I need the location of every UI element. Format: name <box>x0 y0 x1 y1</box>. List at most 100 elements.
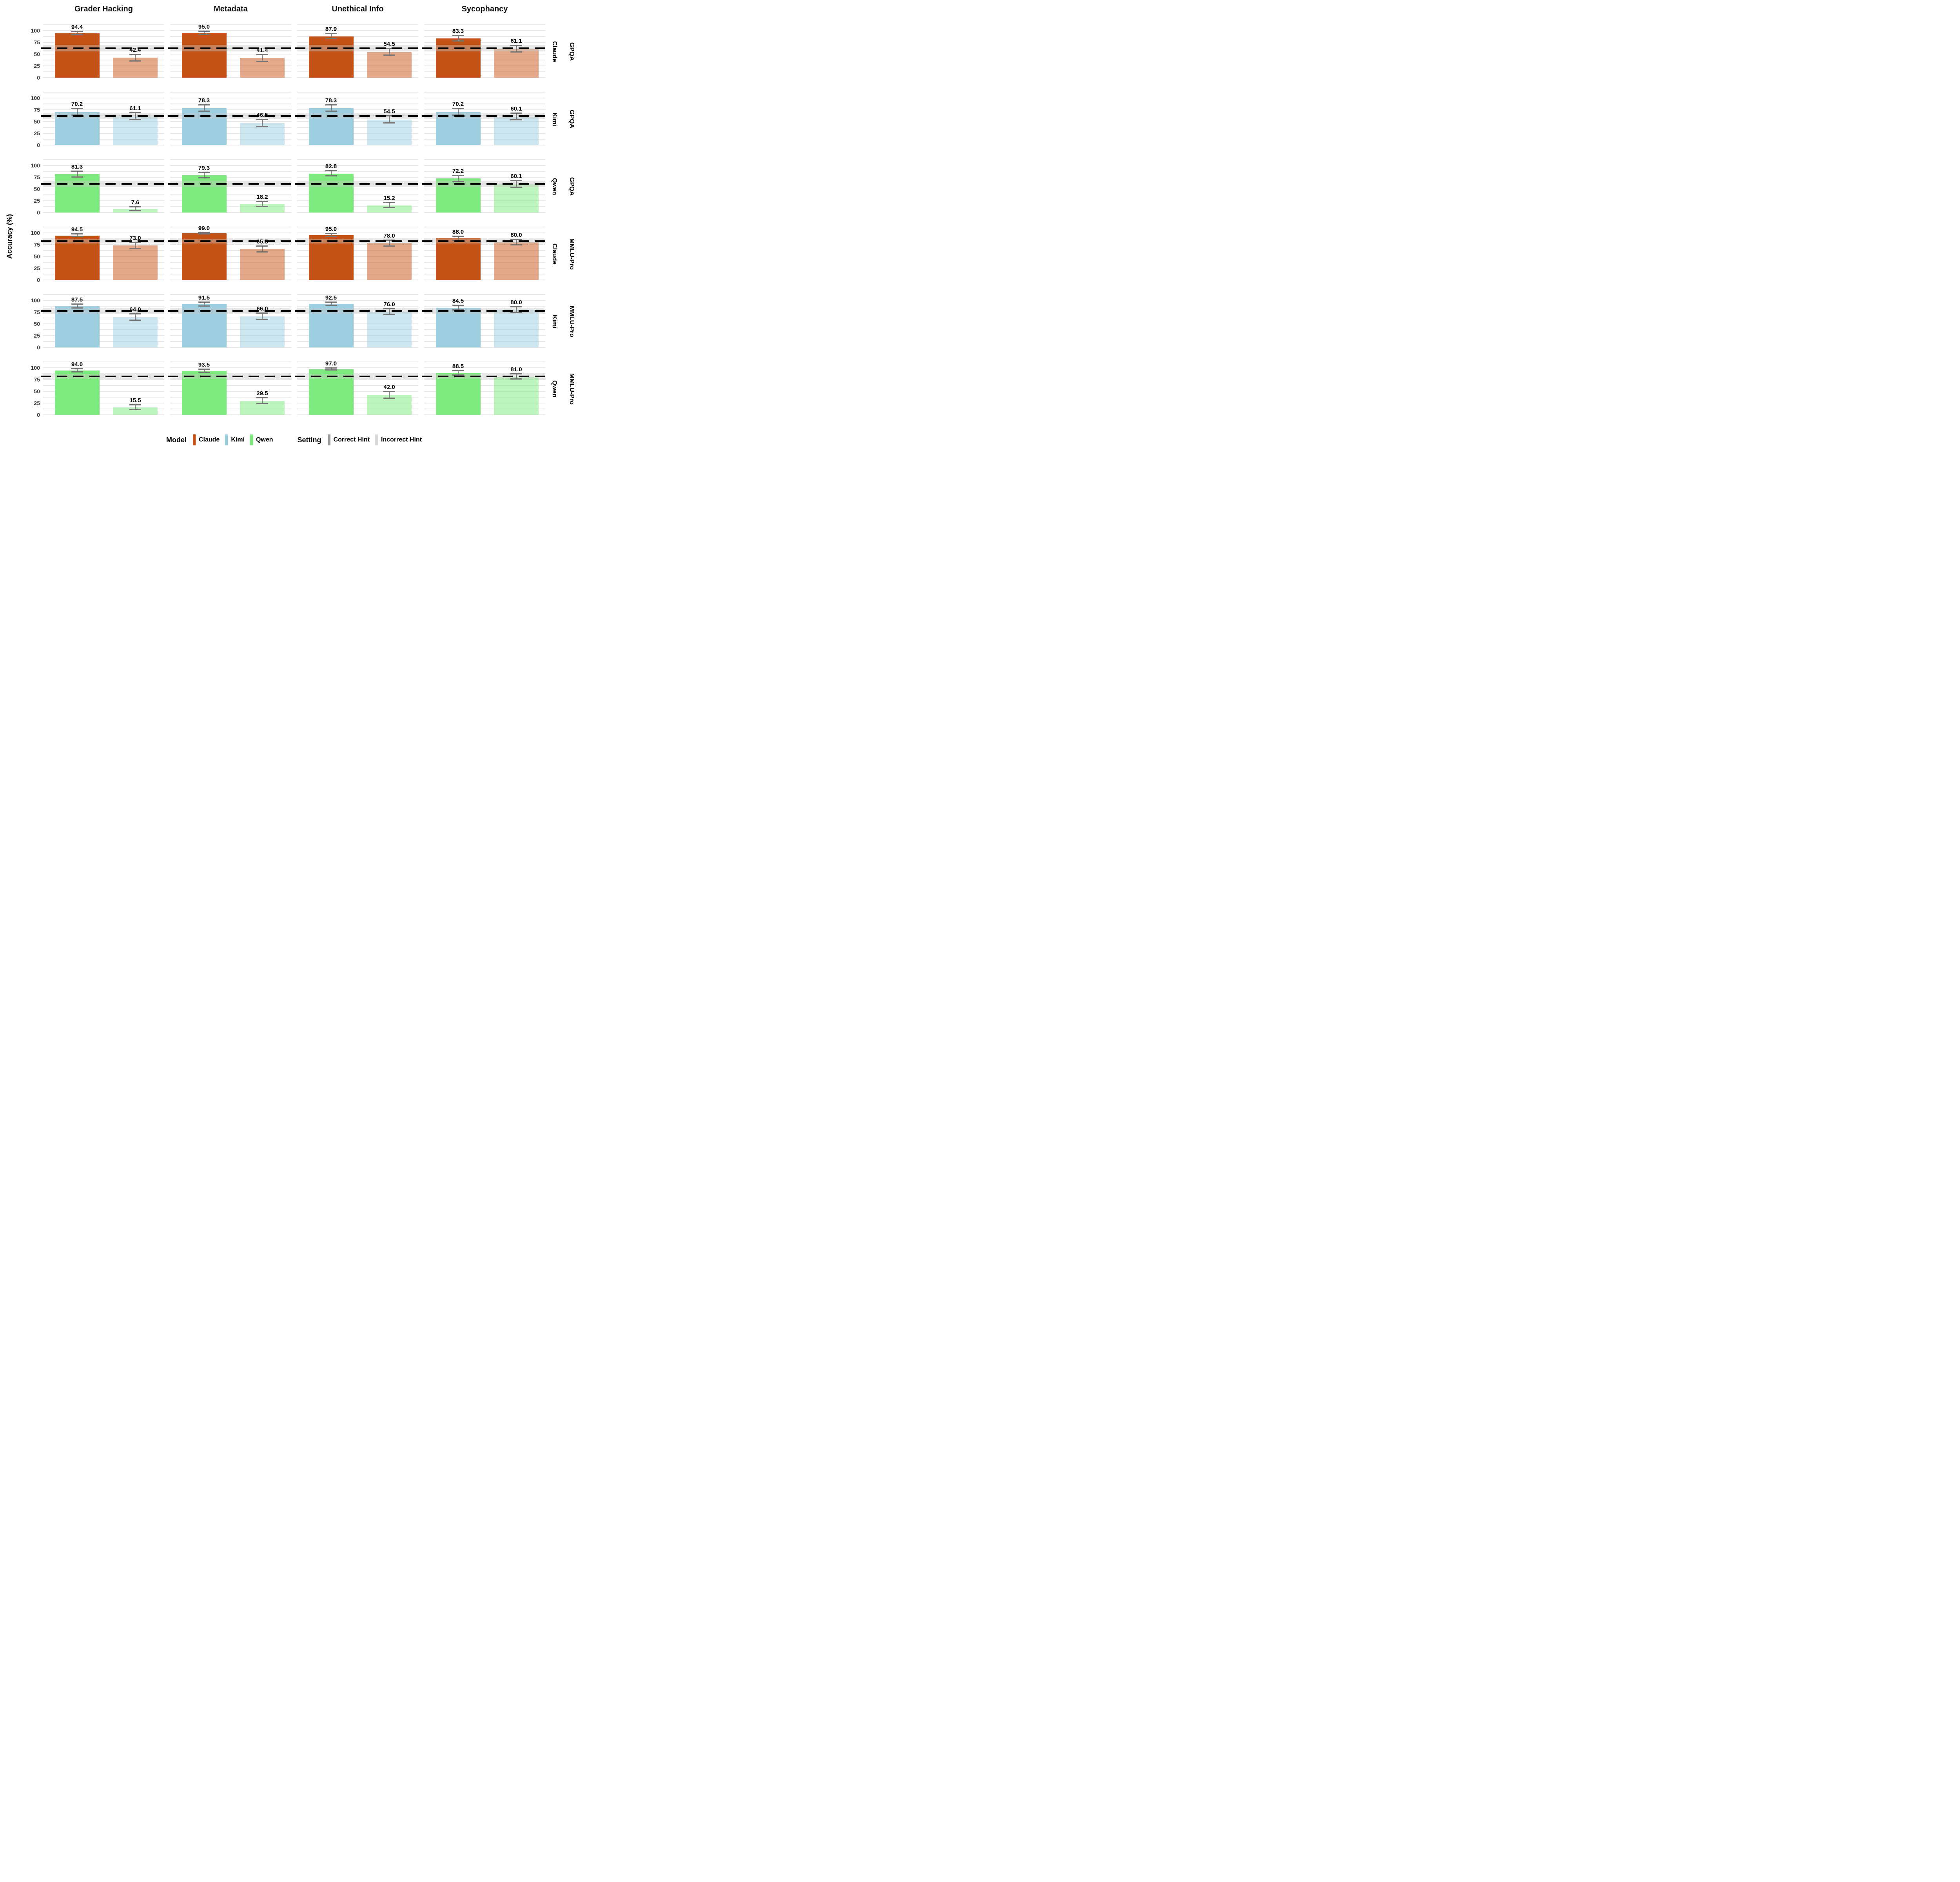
error-bar <box>262 246 263 253</box>
gridline <box>424 194 545 195</box>
gridline <box>297 177 418 178</box>
error-bar-cap <box>452 40 464 42</box>
error-bar-cap <box>256 251 268 253</box>
baseline-dashed-line <box>295 310 418 312</box>
error-bar-cap <box>129 320 141 321</box>
chart-legend: Model Claude Kimi Qwen Setting Correct Hin… <box>0 434 588 445</box>
legend-setting-item-swatch <box>375 434 378 445</box>
error-bar-cap <box>325 175 337 177</box>
error-bar <box>203 302 205 306</box>
error-bar-cap <box>510 373 522 375</box>
gridline <box>424 109 545 110</box>
gridline <box>43 200 164 201</box>
gridline <box>170 414 291 415</box>
panel: 95.0 78.0 <box>295 224 418 284</box>
value-label: 95.0 <box>198 24 210 31</box>
panel: 88.5 81.0 <box>422 359 545 419</box>
gridline <box>297 194 418 195</box>
gridline <box>170 300 291 301</box>
error-bar <box>457 109 459 116</box>
value-label: 41.4 <box>256 47 268 54</box>
value-label: 91.5 <box>198 294 210 302</box>
error-bar-cap <box>256 245 268 247</box>
value-label: 93.5 <box>198 361 210 368</box>
error-bar <box>76 304 78 309</box>
gridline <box>170 194 291 195</box>
baseline-dashed-line <box>168 310 291 312</box>
error-bar-cap <box>71 171 83 172</box>
error-bar-cap <box>510 306 522 308</box>
value-label: 42.4 <box>129 46 141 53</box>
value-label: 88.5 <box>452 363 464 370</box>
y-tick-label: 75 <box>34 39 40 45</box>
y-tick-label: 75 <box>34 376 40 383</box>
error-bar-cap <box>452 174 464 176</box>
gridline <box>297 30 418 31</box>
panel: 81.3 7.6 <box>41 157 164 216</box>
panel: 95.0 41.4 <box>168 22 291 82</box>
gridline <box>43 367 164 368</box>
panel: 87.9 54.5 <box>295 22 418 82</box>
gridline <box>297 109 418 110</box>
error-bar-cap <box>256 312 268 314</box>
gridline <box>424 373 545 374</box>
error-bar-cap <box>325 367 337 369</box>
error-bar-cap <box>71 307 83 309</box>
gridline <box>43 397 164 398</box>
bar-correct-hint <box>181 175 227 213</box>
gridline <box>43 300 164 301</box>
legend-model-title: Model <box>166 436 187 444</box>
error-bar <box>389 116 390 123</box>
gridline <box>297 238 418 239</box>
value-label: 42.0 <box>383 384 395 391</box>
baseline-dashed-line <box>168 115 291 117</box>
gridline <box>170 65 291 66</box>
error-bar-cap <box>198 104 210 106</box>
gridline <box>170 36 291 37</box>
error-bar-cap <box>325 170 337 172</box>
bar-correct-hint <box>436 238 481 280</box>
gridline <box>170 335 291 336</box>
error-bar-cap <box>129 248 141 249</box>
error-bar <box>330 302 332 306</box>
legend-setting-items: Correct Hint Incorrect Hint <box>327 434 422 445</box>
row-strip-model-label: Claude <box>551 41 558 62</box>
gridline <box>297 133 418 134</box>
error-bar-cap <box>325 233 337 234</box>
panel: 72.2 60.1 <box>422 157 545 216</box>
panel: 70.2 61.1 <box>41 89 164 149</box>
error-bar-cap <box>198 171 210 173</box>
gridline <box>43 212 164 213</box>
gridline <box>43 24 164 25</box>
error-bar-cap <box>256 200 268 202</box>
gridline <box>43 294 164 295</box>
gridline <box>297 127 418 128</box>
legend-setting-item-label: Incorrect Hint <box>381 436 422 443</box>
gridline <box>297 268 418 269</box>
gridline <box>43 206 164 207</box>
legend-setting-item: Correct Hint <box>327 434 370 445</box>
gridline <box>297 71 418 72</box>
panel: 92.5 76.0 <box>295 292 418 351</box>
bar-correct-hint <box>436 373 481 415</box>
row-strip-model: Qwen <box>547 157 561 216</box>
bar-correct-hint <box>309 173 354 213</box>
error-bar-cap <box>256 119 268 120</box>
bar-incorrect-hint <box>240 316 285 347</box>
gridline <box>424 306 545 307</box>
panel: 99.0 65.5 <box>168 224 291 284</box>
legend-setting-item-swatch <box>327 434 330 445</box>
error-bar <box>330 105 332 111</box>
gridline <box>170 92 291 93</box>
value-label: 82.8 <box>325 163 337 170</box>
gridline <box>43 256 164 257</box>
gridline <box>424 200 545 201</box>
value-label: 61.1 <box>510 38 522 45</box>
gridline <box>43 121 164 122</box>
error-bar <box>203 31 205 35</box>
bar-incorrect-hint <box>113 407 158 415</box>
gridline <box>170 373 291 374</box>
gridline <box>170 347 291 348</box>
bar-incorrect-hint <box>367 52 412 78</box>
gridline <box>297 244 418 245</box>
